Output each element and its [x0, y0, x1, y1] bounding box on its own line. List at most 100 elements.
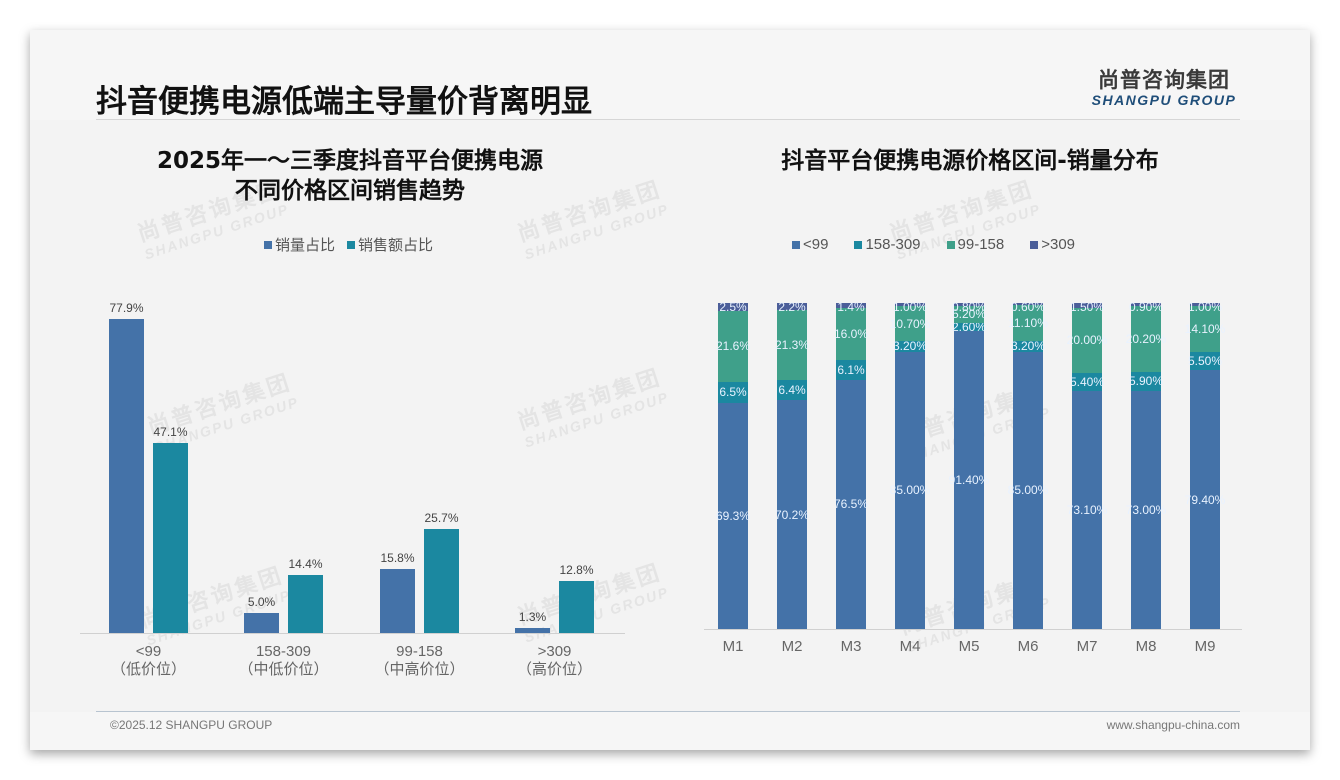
- bar-segment: [1131, 305, 1161, 372]
- page-title: 抖音便携电源低端主导量价背离明显: [96, 84, 592, 120]
- legend-label-lt99: <99: [803, 236, 829, 253]
- segment-value-label: 79.40%: [1184, 492, 1226, 507]
- legend-swatch-99-158: [946, 240, 955, 249]
- left-chart-x-axis: [80, 633, 625, 634]
- bar-volume: [244, 612, 279, 633]
- category-label: 99-158 （中高价位）: [360, 643, 480, 679]
- footer-copyright: ©2025.12 SHANGPU GROUP: [110, 718, 273, 732]
- bar-segment: [954, 303, 984, 306]
- legend-label-gt309: >309: [1041, 236, 1076, 253]
- segment-value-label: 1.00%: [1187, 300, 1223, 314]
- bar-segment: [1013, 303, 1043, 305]
- bar-volume: [515, 627, 550, 633]
- segment-value-label: 1.50%: [1069, 300, 1105, 314]
- watermark-en: SHANGPU GROUP: [522, 200, 672, 263]
- month-label: M2: [781, 638, 803, 655]
- bar-volume: [380, 569, 415, 633]
- bar-segment: [718, 381, 748, 403]
- bar-value-label: 5.0%: [247, 594, 276, 609]
- bar-segment: [1072, 390, 1102, 629]
- stacked-bar-m9: 79.40% 5.50% 14.10% 1.00%: [1185, 300, 1225, 629]
- segment-value-label: 70.2%: [774, 507, 810, 522]
- bar-segment: [954, 305, 984, 323]
- stacked-bar-m1: 69.3% 6.5% 21.6% 2.5%: [716, 300, 750, 629]
- segment-value-label: 20.20%: [1125, 331, 1167, 346]
- footer-divider: [96, 711, 1240, 712]
- stacked-bar-m4: 85.00% 3.20% 10.70% 1.00%: [890, 300, 930, 629]
- bar-value-label: 12.8%: [559, 563, 594, 578]
- month-label: M7: [1076, 638, 1098, 655]
- legend-item-99-158: 99-158: [946, 236, 1005, 253]
- left-chart-title-line1: 2025年一～三季度抖音平台便携电源: [156, 148, 543, 174]
- bar-segment: [1013, 351, 1043, 629]
- bar-segment: [718, 402, 748, 629]
- bar-segment: [895, 306, 925, 342]
- segment-value-label: 0.90%: [1128, 300, 1164, 314]
- legend-swatch-lt99: [792, 240, 800, 249]
- bar-value-label: 25.7%: [424, 511, 459, 526]
- legend-item-lt99: <99: [792, 236, 828, 253]
- month-label: M4: [899, 638, 921, 655]
- legend-item-158-309: 158-309: [854, 236, 921, 253]
- legend-label-99-158: 99-158: [957, 236, 1005, 253]
- segment-value-label: 85.00%: [889, 483, 931, 498]
- segment-value-label: 21.6%: [715, 339, 751, 354]
- segment-value-label: 6.4%: [778, 382, 806, 397]
- bar-segment: [836, 359, 866, 380]
- segment-value-label: 1.4%: [837, 300, 865, 314]
- legend-swatch-gt309: [1030, 240, 1039, 249]
- segment-value-label: 11.10%: [1008, 316, 1048, 331]
- left-chart-title-line2: 不同价格区间销售趋势: [235, 178, 465, 204]
- segment-value-label: 5.50%: [1187, 354, 1223, 369]
- segment-value-label: 1.00%: [892, 300, 928, 314]
- bar-segment: [1072, 373, 1102, 391]
- segment-value-label: 69.3%: [715, 508, 751, 523]
- legend-label-amount: 销售额占比: [358, 237, 434, 254]
- bar-segment: [1190, 352, 1220, 371]
- bar-segment: [1072, 307, 1102, 374]
- left-chart-title: 2025年一～三季度抖音平台便携电源 不同价格区间销售趋势: [90, 146, 610, 206]
- bar-value-label: 14.4%: [288, 556, 323, 571]
- footer-band: [30, 712, 1310, 750]
- bar-amount: [153, 443, 188, 633]
- segment-value-label: 76.5%: [833, 497, 869, 512]
- bar-segment: [777, 400, 807, 629]
- bar-segment: [1190, 303, 1220, 307]
- legend-label-158-309: 158-309: [865, 236, 921, 253]
- bar-segment: [718, 311, 748, 382]
- month-label: M8: [1135, 638, 1157, 655]
- bar-segment: [1190, 370, 1220, 629]
- segment-value-label: 2.2%: [778, 300, 806, 314]
- segment-value-label: 10.70%: [889, 316, 931, 331]
- bar-segment: [777, 303, 807, 311]
- segment-value-label: 73.00%: [1125, 503, 1167, 517]
- bar-amount: [424, 529, 459, 633]
- category-range: >309: [537, 643, 572, 660]
- month-label: M9: [1194, 638, 1216, 655]
- legend-item-amount: 销售额占比: [347, 234, 433, 255]
- segment-value-label: 21.3%: [774, 337, 810, 352]
- watermark-en: SHANGPU GROUP: [894, 200, 1044, 263]
- bar-value-label: 15.8%: [380, 551, 415, 566]
- stacked-bar-m3: 76.5% 6.1% 16.0% 1.4%: [834, 300, 868, 629]
- bar-segment: [1131, 303, 1161, 306]
- segment-value-label: 0.80%: [951, 300, 987, 314]
- category-label: >309 （高价位）: [495, 643, 615, 679]
- right-chart-legend: <99 158-309 99-158 >309: [792, 236, 1075, 253]
- title-divider: [96, 119, 1240, 120]
- bar-amount: [288, 574, 323, 633]
- stacked-bar-m7: 73.10% 5.40% 20.00% 1.50%: [1067, 300, 1107, 629]
- bar-segment: [895, 303, 925, 307]
- segment-value-label: 6.1%: [837, 362, 865, 377]
- bar-segment: [836, 303, 866, 308]
- category-range: 158-309: [255, 643, 312, 660]
- segment-value-label: 5.90%: [1128, 374, 1164, 389]
- segment-value-label: 5.40%: [1069, 374, 1105, 389]
- bar-segment: [954, 331, 984, 629]
- bar-segment: [777, 310, 807, 380]
- segment-value-label: 2.5%: [719, 300, 747, 314]
- left-chart-legend: 销量占比 销售额占比: [264, 234, 433, 255]
- stacked-bar-m5: 91.40% 2.60% 5.20% 0.80%: [949, 300, 989, 629]
- right-chart-x-axis: [704, 629, 1242, 630]
